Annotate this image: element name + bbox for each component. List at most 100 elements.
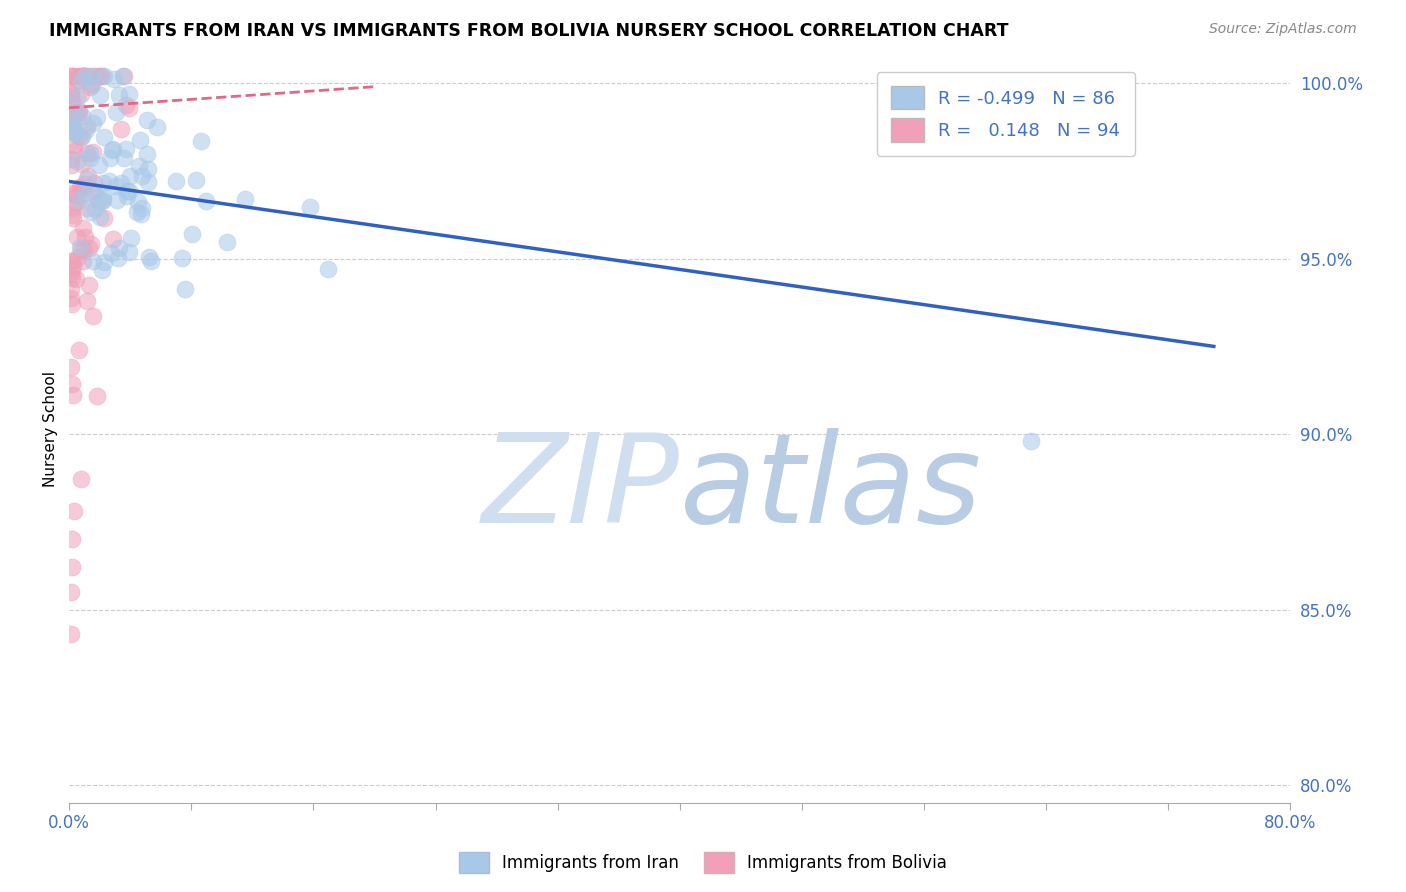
Point <box>66 250 89 264</box>
Point <box>91 176 114 190</box>
Point <box>73 69 96 83</box>
Point <box>70 130 93 145</box>
Point <box>60 376 83 391</box>
Point <box>103 72 125 87</box>
Point <box>91 190 114 204</box>
Point <box>110 121 132 136</box>
Point <box>115 189 138 203</box>
Point <box>83 202 105 216</box>
Point <box>101 232 124 246</box>
Point <box>77 169 100 183</box>
Point <box>79 145 101 160</box>
Point <box>80 237 103 252</box>
Point <box>77 277 100 292</box>
Point <box>114 97 136 112</box>
Point <box>100 245 122 260</box>
Point <box>75 69 97 83</box>
Point <box>62 211 84 225</box>
Point <box>107 87 129 102</box>
Point <box>139 254 162 268</box>
Point <box>170 251 193 265</box>
Point <box>77 241 100 255</box>
Point <box>62 144 84 158</box>
Point <box>72 69 94 83</box>
Point <box>91 194 114 208</box>
Point <box>59 118 82 132</box>
Point <box>59 585 82 599</box>
Point <box>136 175 159 189</box>
Point <box>138 250 160 264</box>
Point <box>70 157 93 171</box>
Point <box>76 293 98 308</box>
Point <box>63 69 86 83</box>
Point <box>63 127 86 141</box>
Point <box>60 270 83 285</box>
Point <box>105 193 128 207</box>
Point <box>75 230 97 244</box>
Point <box>86 389 108 403</box>
Point <box>82 115 104 129</box>
Point <box>60 117 83 131</box>
Point <box>110 177 132 191</box>
Point <box>83 177 105 191</box>
Point <box>89 158 111 172</box>
Point <box>67 106 90 120</box>
Point <box>67 343 90 357</box>
Point <box>82 184 104 198</box>
Point <box>62 124 84 138</box>
Point <box>67 104 90 119</box>
Point <box>63 138 86 153</box>
Point <box>73 177 96 191</box>
Text: ZIP: ZIP <box>482 428 679 549</box>
Point <box>60 297 83 311</box>
Point <box>100 144 122 158</box>
Point <box>83 187 105 202</box>
Point <box>59 90 82 104</box>
Text: IMMIGRANTS FROM IRAN VS IMMIGRANTS FROM BOLIVIA NURSERY SCHOOL CORRELATION CHART: IMMIGRANTS FROM IRAN VS IMMIGRANTS FROM … <box>49 22 1008 40</box>
Point <box>80 78 103 92</box>
Point <box>66 69 89 83</box>
Point <box>181 227 204 242</box>
Point <box>76 172 98 186</box>
Point <box>82 254 104 268</box>
Point <box>135 113 157 128</box>
Point <box>217 235 239 249</box>
Text: Source: ZipAtlas.com: Source: ZipAtlas.com <box>1209 22 1357 37</box>
Point <box>131 201 153 215</box>
Point <box>70 87 93 101</box>
Point <box>104 104 127 119</box>
Point <box>69 242 91 256</box>
Point <box>76 146 98 161</box>
Point <box>136 147 159 161</box>
Point <box>146 120 169 134</box>
Point <box>93 129 115 144</box>
Point <box>98 151 121 165</box>
Point <box>65 194 87 209</box>
Point <box>86 110 108 124</box>
Point <box>93 69 115 83</box>
Point <box>60 94 83 108</box>
Point <box>59 360 82 375</box>
Point <box>60 533 83 547</box>
Point <box>89 210 111 224</box>
Point <box>60 268 83 282</box>
Point <box>194 194 217 208</box>
Point <box>173 282 195 296</box>
Point <box>67 193 90 207</box>
Point <box>72 221 94 235</box>
Point <box>59 69 82 83</box>
Point <box>131 169 153 184</box>
Point <box>66 230 89 244</box>
Point <box>136 161 159 176</box>
Point <box>67 129 90 144</box>
Point <box>66 72 89 87</box>
Point <box>62 259 84 273</box>
Point <box>118 245 141 260</box>
Point <box>66 91 89 105</box>
Point <box>128 133 150 147</box>
Point <box>129 207 152 221</box>
Point <box>115 184 138 198</box>
Point <box>80 205 103 219</box>
Point <box>87 194 110 209</box>
Point <box>60 208 83 222</box>
